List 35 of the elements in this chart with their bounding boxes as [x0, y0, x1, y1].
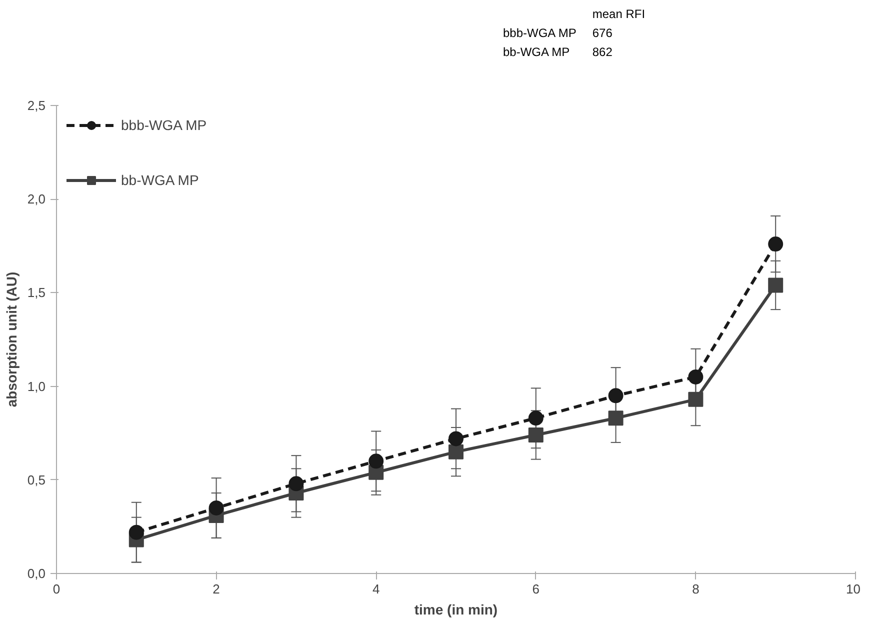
- x-tick-label: 0: [52, 582, 60, 596]
- y-tick-label: 1,5: [27, 285, 46, 300]
- point: [528, 410, 544, 426]
- point: [128, 524, 144, 540]
- y-tick-label: 1,0: [27, 378, 46, 394]
- point: [768, 236, 784, 252]
- y-tick-label: 0,0: [27, 566, 46, 581]
- point: [688, 369, 704, 384]
- legend-label: bbb-WGA MP: [121, 117, 207, 133]
- x-tick-label: 8: [692, 582, 700, 596]
- x-tick-label: 2: [212, 582, 220, 596]
- point: [608, 388, 624, 404]
- y-tick-label: 2,0: [27, 192, 46, 207]
- y-tick-label: 2,5: [27, 98, 46, 113]
- y-tick-label: 0,5: [27, 472, 46, 488]
- text: 676: [591, 25, 614, 42]
- text: 862: [591, 44, 614, 62]
- x-tick-label: 6: [532, 582, 540, 596]
- point: [448, 431, 464, 446]
- x-tick-label: 4: [372, 582, 380, 596]
- point: [688, 392, 704, 407]
- point: [448, 444, 464, 460]
- point: [768, 278, 784, 293]
- point: [608, 410, 624, 426]
- point: [528, 427, 544, 442]
- text: mean RFI: [591, 6, 646, 23]
- x-axis-title: time (in min): [414, 602, 498, 618]
- y-axis-title: absorption unit (AU): [3, 272, 20, 408]
- point: [208, 500, 224, 516]
- legend-label: bb-WGA MP: [121, 172, 199, 188]
- point: [288, 476, 304, 492]
- x-tick-label: 10: [846, 582, 861, 596]
- point: [368, 454, 384, 469]
- text: bb-WGA MP: [502, 44, 571, 62]
- text: bbb-WGA MP: [502, 25, 578, 42]
